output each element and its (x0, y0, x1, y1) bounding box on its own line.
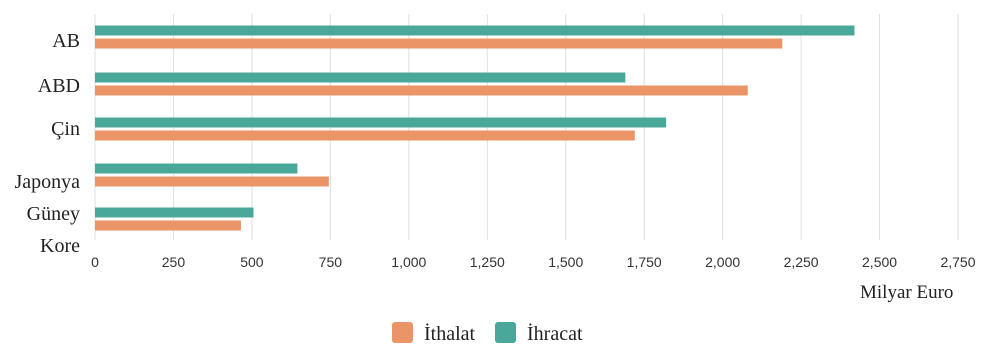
bar-İthalat-Güney Kore (95, 220, 241, 231)
category-label: Çin (51, 118, 80, 140)
bar-İhracat-Çin (95, 117, 667, 128)
x-tick-label: 2,000 (705, 254, 740, 270)
bar-İthalat-Çin (95, 130, 635, 141)
x-tick-label: 2,750 (940, 254, 975, 270)
x-tick-labels: 0 250 500 750 1,000 1,250 1,500 1,750 2,000 2,250… (91, 254, 976, 270)
legend-label: İthalat (424, 322, 476, 345)
x-tick-label: 1,750 (627, 254, 662, 270)
category-labels: AB ABD Çin Japonya Güney Kore (14, 30, 80, 257)
bar-layer (95, 25, 855, 231)
x-tick-label: 1,000 (391, 254, 426, 270)
category-label: Japonya (14, 171, 80, 193)
category-label: Güney Kore (27, 203, 80, 257)
bar-İhracat-Güney Kore (95, 207, 254, 218)
x-tick-label: 500 (240, 254, 264, 270)
bar-İthalat-AB (95, 38, 783, 49)
x-tick-label: 0 (91, 254, 99, 270)
x-tick-label: 250 (162, 254, 186, 270)
legend-swatch (495, 322, 516, 343)
category-label: AB (52, 30, 80, 52)
category-label: ABD (38, 75, 80, 97)
x-axis-unit-label: Milyar Euro (860, 282, 953, 303)
x-tick-label: 1,250 (470, 254, 505, 270)
bar-İthalat-ABD (95, 85, 748, 96)
x-tick-label: 750 (319, 254, 343, 270)
bar-İthalat-Japonya (95, 176, 329, 187)
bar-İhracat-Japonya (95, 163, 298, 174)
legend: İthalat İhracat (392, 322, 583, 345)
x-tick-label: 2,500 (862, 254, 897, 270)
x-tick-label: 2,250 (784, 254, 819, 270)
bar-İhracat-AB (95, 25, 855, 36)
x-tick-label: 1,500 (548, 254, 583, 270)
legend-swatch (392, 322, 413, 343)
bar-İhracat-ABD (95, 72, 626, 83)
legend-label: İhracat (527, 322, 583, 345)
